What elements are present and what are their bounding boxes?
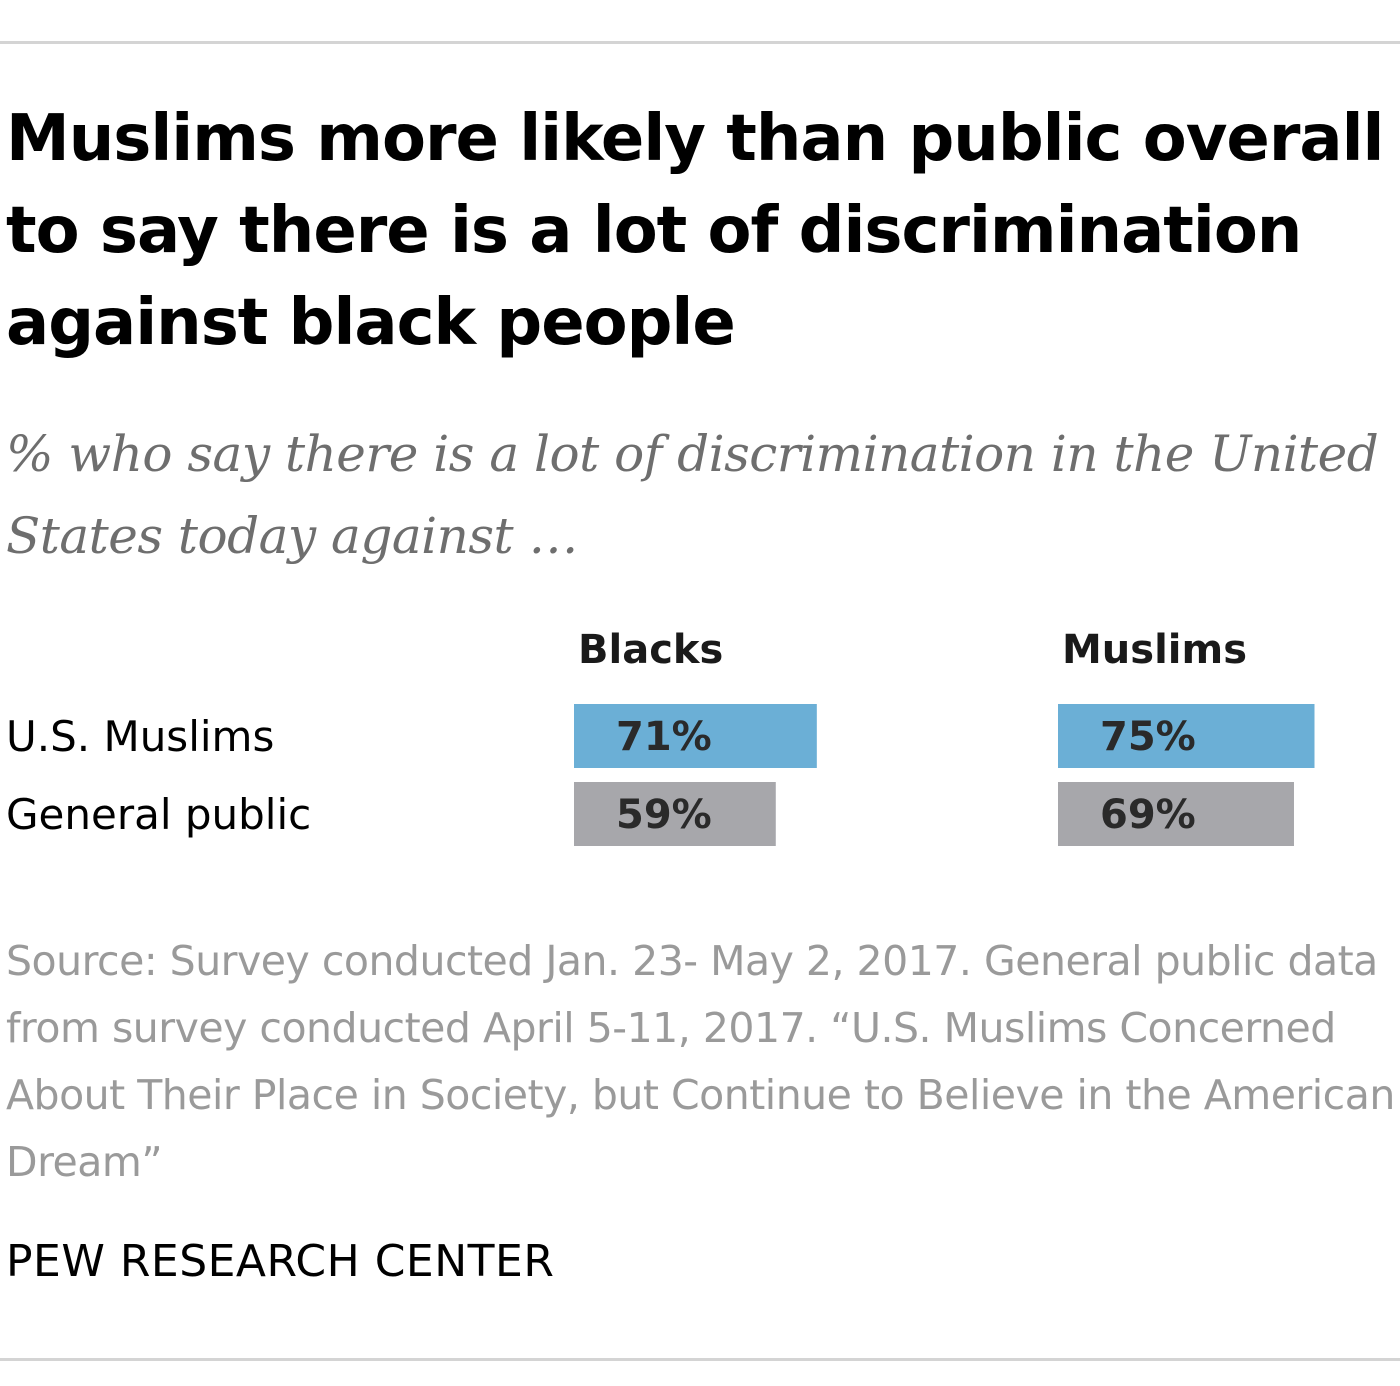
bottom-rule — [0, 1358, 1400, 1361]
bar-blacks-us-muslims — [574, 704, 817, 768]
panel-heading-blacks: Blacks — [578, 627, 723, 673]
panel-heading-muslims: Muslims — [1062, 627, 1247, 673]
bar-chart: U.S. Muslims General public Blacks 71% 59% Mu… — [6, 627, 1315, 846]
data-label-muslims-general-public: 69% — [1100, 792, 1196, 838]
chart-subtitle: % who say there is a lot of discriminati… — [6, 425, 1379, 565]
brand-logo-text: PEW RESEARCH CENTER — [6, 1236, 555, 1287]
top-rule — [0, 41, 1400, 44]
bar-muslims-us-muslims — [1058, 704, 1315, 768]
chart-title: Muslims more likely than public overall … — [6, 102, 1384, 360]
row-label-general-public: General public — [6, 790, 311, 839]
bar-blacks-general-public — [574, 782, 776, 846]
row-label-u-s-muslims: U.S. Muslims — [6, 712, 274, 761]
source-note: Source: Survey conducted Jan. 23- May 2,… — [6, 937, 1395, 1186]
bar-muslims-general-public — [1058, 782, 1294, 846]
data-label-blacks-general-public: 59% — [616, 792, 712, 838]
data-label-muslims-us-muslims: 75% — [1100, 714, 1196, 760]
data-label-blacks-us-muslims: 71% — [616, 714, 712, 760]
